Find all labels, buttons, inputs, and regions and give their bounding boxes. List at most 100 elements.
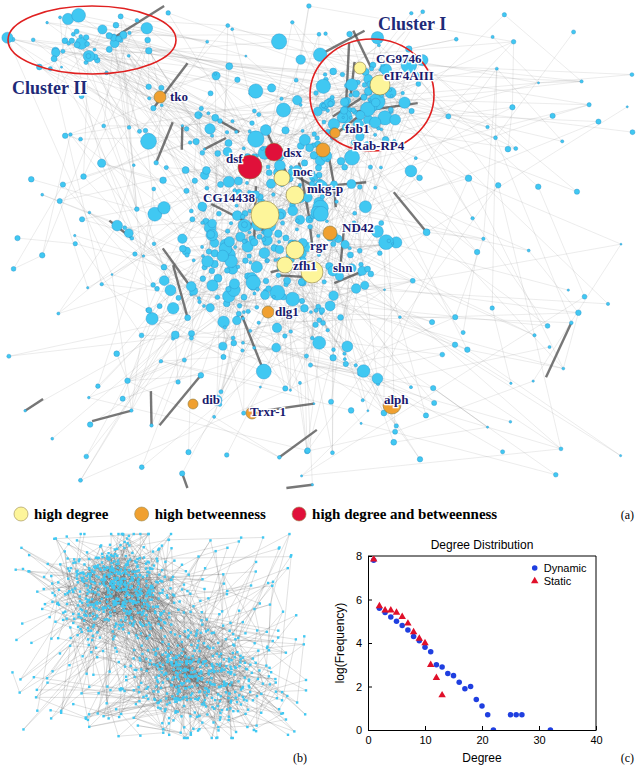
- figure: Cluster ICluster IICG9746eIF4AIIItkofab1…: [0, 0, 640, 773]
- node: [306, 144, 314, 152]
- node: [157, 304, 162, 309]
- node: [312, 132, 317, 137]
- node: [128, 31, 132, 35]
- node: [630, 130, 635, 135]
- node: [373, 133, 376, 136]
- node: [383, 289, 385, 291]
- node: [440, 352, 445, 357]
- node: [218, 316, 230, 328]
- hub-node: [262, 306, 274, 318]
- node: [141, 22, 153, 34]
- node: [241, 349, 244, 352]
- edge: [427, 232, 484, 238]
- node: [359, 262, 364, 267]
- panel-a: Cluster ICluster IICG9746eIF4AIIItkofab1…: [2, 4, 635, 488]
- edge: [187, 80, 238, 129]
- node: [432, 400, 437, 405]
- node: [316, 172, 322, 178]
- node: [243, 258, 249, 264]
- node: [166, 11, 171, 16]
- node: [236, 311, 241, 316]
- node: [321, 320, 326, 325]
- node: [74, 42, 80, 48]
- node: [148, 97, 151, 100]
- node: [217, 250, 229, 262]
- node: [217, 181, 223, 187]
- node: [226, 286, 231, 291]
- node: [474, 249, 479, 254]
- node: [491, 35, 494, 38]
- node: [189, 336, 193, 340]
- hub-node: [354, 62, 366, 74]
- node: [342, 116, 345, 119]
- node: [97, 159, 105, 167]
- node: [326, 159, 329, 162]
- node: [257, 234, 262, 239]
- node: [146, 47, 152, 53]
- node: [309, 311, 312, 314]
- node: [494, 136, 498, 140]
- node: [146, 313, 158, 325]
- node: [374, 186, 377, 189]
- node: [135, 18, 139, 22]
- node: [190, 217, 195, 222]
- node: [240, 214, 245, 219]
- node: [200, 150, 205, 155]
- node: [454, 37, 458, 41]
- node: [301, 304, 309, 312]
- node: [236, 265, 240, 269]
- node: [179, 245, 186, 252]
- node: [72, 8, 86, 22]
- node: [317, 253, 320, 256]
- legend-swatch: [135, 507, 149, 521]
- hub-label: fab1: [345, 121, 370, 136]
- cluster-label: Cluster I: [378, 14, 446, 34]
- edge: [498, 185, 534, 335]
- node: [313, 322, 319, 328]
- edge: [318, 34, 319, 111]
- node: [511, 39, 516, 44]
- node: [141, 133, 157, 149]
- edge: [161, 357, 224, 361]
- node: [96, 384, 101, 389]
- node: [274, 259, 277, 262]
- node: [367, 410, 369, 412]
- hub-label: eIF4AIII: [384, 68, 434, 83]
- node: [79, 137, 83, 141]
- hub-node: [188, 399, 198, 409]
- edge: [321, 313, 571, 323]
- node: [377, 251, 382, 256]
- node: [225, 139, 232, 146]
- node: [137, 129, 141, 133]
- node: [263, 278, 269, 284]
- node: [206, 304, 214, 312]
- node: [60, 182, 65, 187]
- node: [60, 66, 62, 68]
- node: [359, 201, 371, 213]
- edge: [214, 417, 279, 457]
- node: [247, 254, 252, 259]
- edge: [102, 127, 129, 163]
- node: [569, 321, 573, 325]
- node: [161, 264, 167, 270]
- node: [116, 36, 122, 42]
- node: [567, 289, 569, 291]
- node: [207, 280, 218, 291]
- node: [249, 84, 263, 98]
- node: [87, 287, 89, 289]
- node: [152, 242, 156, 246]
- hub-label: dlg1: [275, 304, 299, 319]
- node: [235, 130, 238, 133]
- edge: [350, 255, 534, 335]
- node: [393, 429, 398, 434]
- node: [317, 32, 321, 36]
- edge: [58, 226, 117, 314]
- node: [606, 302, 609, 305]
- node: [225, 229, 229, 233]
- node: [315, 165, 321, 171]
- node: [200, 276, 206, 282]
- node: [596, 119, 601, 124]
- node: [100, 282, 104, 286]
- node: [353, 211, 357, 215]
- node: [340, 72, 345, 77]
